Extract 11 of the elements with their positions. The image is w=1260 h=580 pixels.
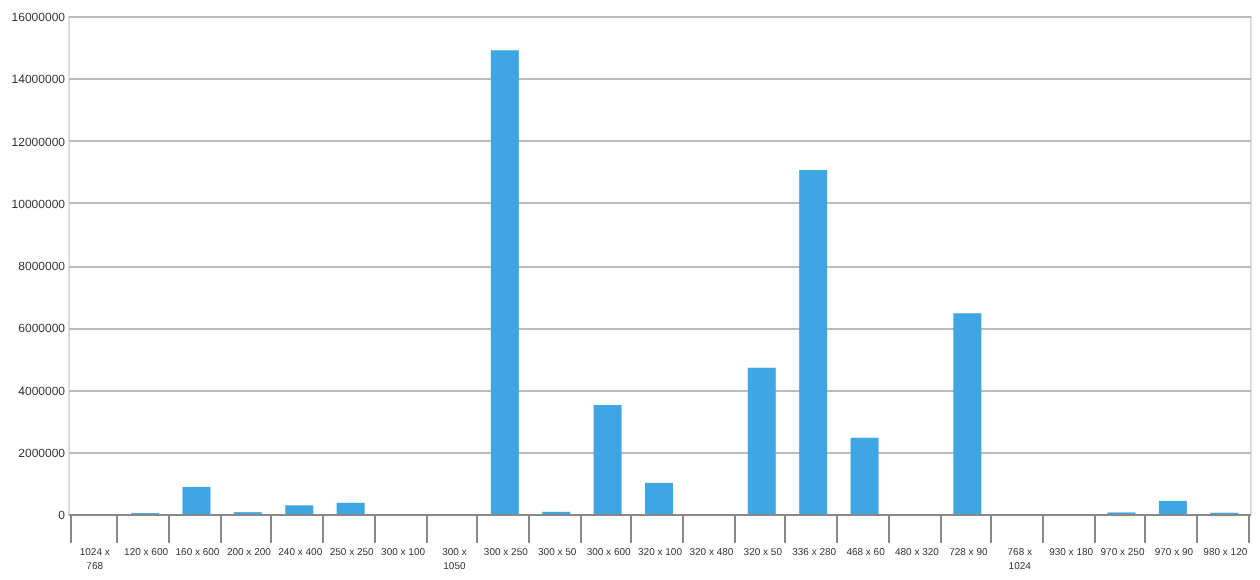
bar [182,486,211,514]
bar [1158,500,1187,514]
bar [285,505,314,514]
bar [336,502,365,514]
bar [490,50,519,514]
bar [799,170,828,514]
bar [850,437,879,514]
bar [953,313,982,514]
bar [593,405,622,514]
bar [747,367,776,514]
bar [645,482,673,514]
